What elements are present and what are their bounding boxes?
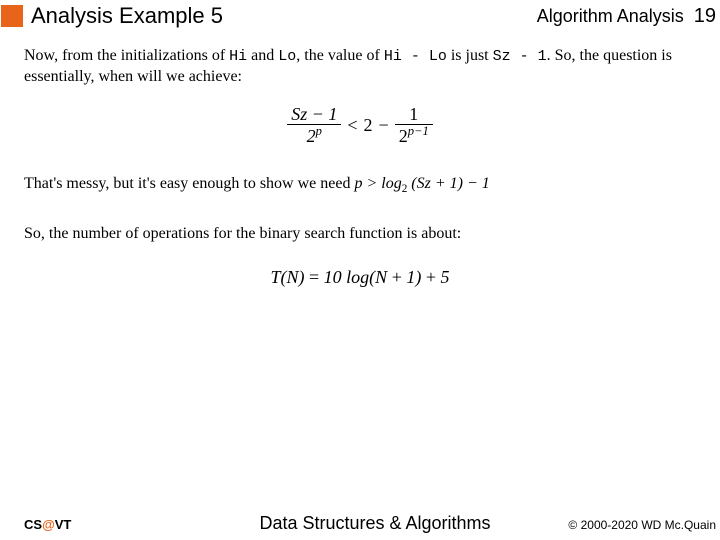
footer-course: Data Structures & Algorithms	[204, 513, 546, 534]
paragraph-3: So, the number of operations for the bin…	[24, 224, 696, 244]
text: Now, from the initializations of	[24, 47, 229, 64]
base: 2	[399, 126, 408, 146]
at-sign: @	[42, 517, 55, 532]
code-expr-hi-lo: Hi - Lo	[384, 48, 447, 65]
slide-body: Now, from the initializations of Hi and …	[0, 32, 720, 289]
paragraph-1: Now, from the initializations of Hi and …	[24, 46, 696, 87]
less-than: <	[341, 114, 363, 137]
page-number: 19	[694, 5, 716, 28]
exponent: p	[316, 124, 322, 138]
code-expr-sz: Sz - 1	[493, 48, 547, 65]
paragraph-2: That's messy, but it's easy enough to sh…	[24, 174, 696, 196]
minus: −	[373, 114, 395, 137]
numerator: 1	[405, 105, 422, 124]
fraction-1: Sz − 1 2p	[287, 105, 341, 146]
slide-title: Analysis Example 5	[31, 3, 537, 29]
denominator: 2p−1	[395, 125, 433, 146]
text: and	[247, 47, 278, 64]
text: CS	[24, 517, 42, 532]
inline-equation: p > log2 (Sz + 1) − 1	[354, 175, 489, 192]
code-hi: Hi	[229, 48, 247, 65]
accent-square-icon	[1, 5, 23, 27]
slide-footer: CS@VT Data Structures & Algorithms © 200…	[0, 513, 720, 534]
text: is just	[447, 47, 493, 64]
constant: 2	[364, 114, 373, 137]
footer-copyright: © 2000-2020 WD Mc.Quain	[546, 518, 716, 532]
code-lo: Lo	[278, 48, 296, 65]
denominator: 2p	[303, 125, 326, 146]
footer-org: CS@VT	[24, 517, 204, 532]
exponent: p−1	[408, 124, 429, 138]
base: 2	[307, 126, 316, 146]
numerator: Sz − 1	[287, 105, 341, 124]
section-label: Algorithm Analysis	[537, 6, 684, 27]
slide: Analysis Example 5 Algorithm Analysis 19…	[0, 0, 720, 540]
text: , the value of	[296, 47, 384, 64]
equation-1: Sz − 1 2p < 2 − 1 2p−1	[24, 105, 696, 146]
text: VT	[55, 517, 72, 532]
text: That's messy, but it's easy enough to sh…	[24, 175, 354, 192]
fraction-2: 1 2p−1	[395, 105, 433, 146]
equation-2: T(N) = 10 log(N + 1) + 5	[24, 266, 696, 289]
slide-header: Analysis Example 5 Algorithm Analysis 19	[0, 0, 720, 32]
